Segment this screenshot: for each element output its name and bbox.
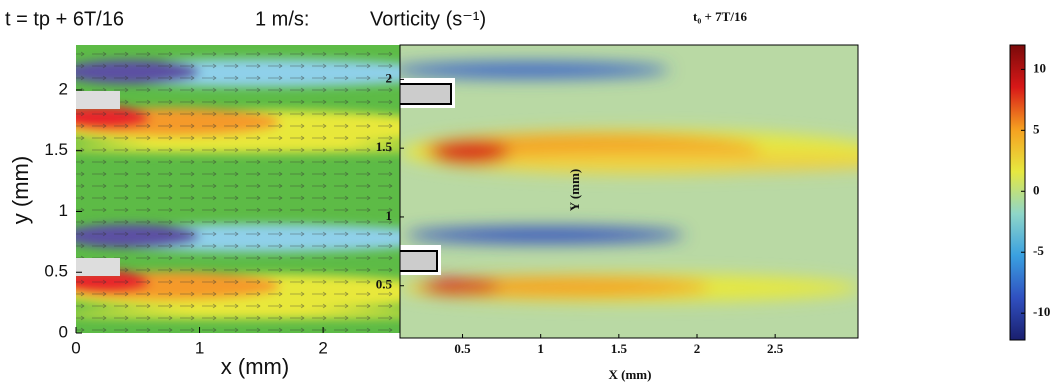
colorbar-tick-label: 0 — [1033, 182, 1040, 197]
y-tick-label: 1.5 — [376, 139, 393, 154]
x-tick-label: 1 — [537, 341, 544, 356]
x-tick-label: 2 — [694, 341, 701, 356]
vorticity-field — [400, 45, 858, 338]
x-tick-label: 1.5 — [611, 341, 628, 356]
colorbar-tick-label: -10 — [1033, 304, 1050, 319]
colorbar-tick-label: 10 — [1033, 60, 1046, 75]
right-panel: t₀ + 7T/16 X (mm) Y (mm) 0.5 1 1.5 2 2.5 0.5 1… — [376, 9, 1051, 382]
x-axis-label: x (mm) — [221, 354, 289, 379]
y-tick-label: 1 — [386, 208, 393, 223]
y-tick-label: 2 — [59, 79, 68, 98]
title: t₀ + 7T/16 — [693, 9, 747, 24]
plot-frame — [399, 44, 859, 339]
title: t = tp + 6T/16 — [5, 8, 124, 30]
x-axis-label: X (mm) — [609, 367, 652, 382]
x-tick-label: 0.5 — [454, 341, 471, 356]
colorbar — [1009, 44, 1026, 341]
colorbar-tick-label: -5 — [1033, 243, 1044, 258]
x-tick-label: 2 — [318, 338, 327, 357]
velocity-scale-label: 1 m/s: — [255, 8, 309, 30]
y-tick-label: 1 — [59, 201, 68, 220]
y-axis-label: y (mm) — [8, 156, 33, 224]
colorbar-label: Vorticity (s⁻¹) — [370, 8, 486, 30]
x-tick-label: 2.5 — [767, 341, 784, 356]
left-panel: t = tp + 6T/16 1 m/s: Vorticity (s⁻¹) x … — [5, 8, 525, 379]
colorbar-tick-label: 5 — [1033, 121, 1040, 136]
x-tick-label: 0 — [71, 338, 80, 357]
y-tick-label: 0.5 — [376, 277, 393, 292]
vorticity-field — [76, 45, 438, 333]
x-tick-label: 1 — [195, 338, 204, 357]
y-tick-label: 1.5 — [44, 140, 68, 159]
y-axis-label: Y (mm) — [567, 169, 582, 211]
y-tick-label: 0.5 — [44, 262, 68, 281]
y-tick-label: 0 — [59, 322, 68, 341]
y-tick-label: 2 — [386, 70, 393, 85]
